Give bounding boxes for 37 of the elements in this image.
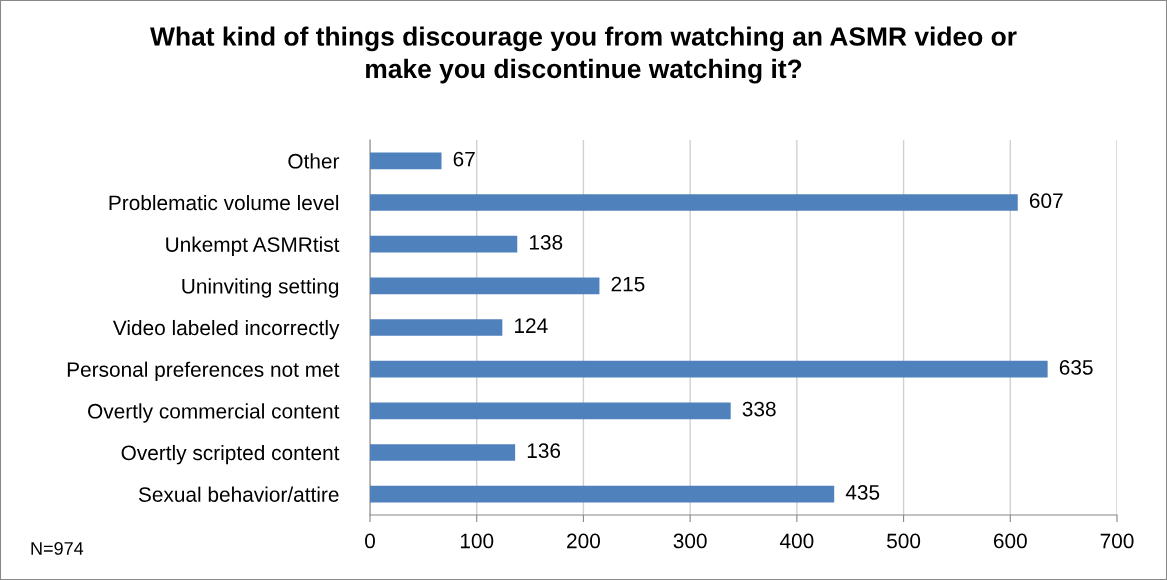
x-tick-label: 400 bbox=[779, 533, 814, 549]
x-tick-label: 300 bbox=[673, 533, 707, 549]
bar bbox=[370, 444, 516, 461]
y-tick-label: Sexual behavior/attire bbox=[138, 486, 339, 502]
y-tick-label: Unkempt ASMRtist bbox=[166, 236, 340, 257]
chart-title: What kind of things discourage you from watching an ASMR video or make you discontinue watching it? bbox=[150, 26, 1017, 84]
x-tick-label: 700 bbox=[1100, 533, 1134, 549]
data-label: 136 bbox=[527, 443, 561, 459]
data-label: 138 bbox=[529, 235, 563, 250]
y-tick-label: Personal preferences not met bbox=[67, 361, 340, 382]
bar bbox=[370, 402, 731, 420]
y-tick-label: Problematic volume level bbox=[109, 194, 339, 211]
x-tick-label: 100 bbox=[460, 533, 494, 549]
data-label: 635 bbox=[1059, 360, 1093, 375]
y-tick-label: Overtly commercial content bbox=[88, 403, 340, 423]
text: N=974 bbox=[31, 542, 84, 555]
y-tick-label: Overtly scripted content bbox=[121, 444, 340, 465]
x-tick-label: 0 bbox=[365, 533, 375, 549]
bar bbox=[370, 194, 1018, 211]
bar bbox=[370, 485, 835, 503]
data-label: 67 bbox=[453, 151, 475, 167]
bar bbox=[370, 152, 442, 170]
y-tick-label: Video labeled incorrectly bbox=[112, 319, 340, 340]
data-label: 124 bbox=[515, 318, 548, 333]
bar bbox=[370, 319, 503, 336]
bar bbox=[370, 360, 1048, 378]
y-tick-label: Other bbox=[288, 153, 340, 169]
x-tick-label: 600 bbox=[993, 533, 1027, 549]
data-label: 607 bbox=[1029, 193, 1063, 209]
data-label: 215 bbox=[611, 276, 645, 292]
data-label: 435 bbox=[845, 485, 880, 500]
y-tick-label: Uninviting setting bbox=[182, 278, 339, 298]
bar bbox=[370, 277, 600, 295]
x-tick-label: 500 bbox=[887, 533, 921, 549]
data-label: 338 bbox=[742, 401, 776, 417]
x-tick-label: 200 bbox=[567, 533, 600, 549]
bar bbox=[370, 235, 518, 253]
